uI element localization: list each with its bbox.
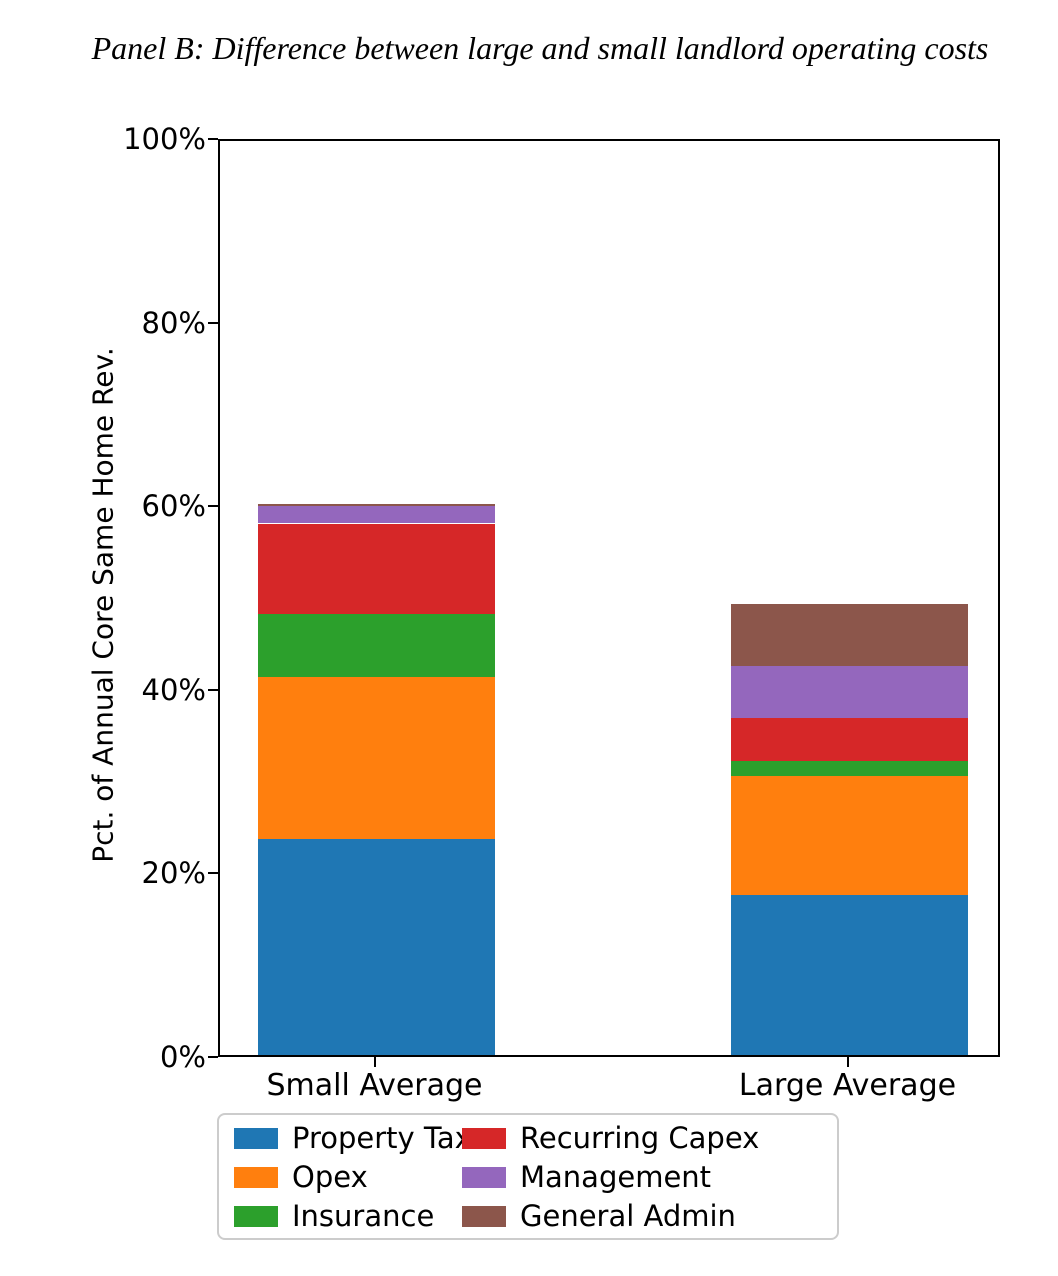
y-tick-label: 20% [141, 856, 206, 891]
y-tick-mark [208, 321, 218, 324]
x-tick-label-small-average: Small Average [266, 1068, 483, 1103]
x-tick-mark [846, 1057, 849, 1067]
legend-swatch [234, 1166, 278, 1188]
y-tick-mark [208, 688, 218, 691]
legend-item-opex: Opex [234, 1160, 368, 1194]
y-tick-label: 100% [123, 122, 206, 156]
legend-label: Opex [292, 1160, 368, 1194]
bar-segment-opex [731, 775, 968, 896]
y-tick-mark [208, 138, 218, 140]
y-axis-label: Pct. of Annual Core Same Home Rev. [86, 347, 120, 863]
legend-label: Recurring Capex [520, 1121, 760, 1155]
bar-segment-recurring-capex [731, 718, 968, 762]
bar-segment-general-admin [258, 504, 495, 507]
legend-label: General Admin [520, 1199, 736, 1233]
x-tick-label-large-average: Large Average [738, 1068, 957, 1103]
y-tick-label: 60% [141, 489, 206, 524]
legend-label: Insurance [292, 1199, 435, 1233]
y-tick-label: 0% [159, 1040, 206, 1074]
legend-swatch [234, 1127, 278, 1149]
y-tick-mark [208, 505, 218, 508]
legend-label: Property Tax [292, 1121, 472, 1155]
stacked-bar-small-average [258, 137, 495, 1055]
plot-area [218, 139, 1000, 1057]
bar-segment-property-tax [731, 895, 968, 1055]
x-tick-mark [373, 1057, 376, 1067]
bar-segment-opex [258, 676, 495, 840]
y-tick-mark [208, 1056, 218, 1058]
y-tick-mark [208, 872, 218, 875]
chart-title: Panel B: Difference between large and sm… [91, 30, 989, 66]
legend-item-property-tax: Property Tax [234, 1121, 472, 1155]
bar-segment-recurring-capex [258, 523, 495, 615]
legend-item-insurance: Insurance [234, 1199, 434, 1233]
legend-swatch [234, 1205, 278, 1227]
legend: Property Tax Opex Insurance Recurring Capex… [217, 1113, 839, 1240]
legend-item-general-admin: General Admin [462, 1199, 736, 1233]
stacked-bar-large-average [731, 137, 968, 1055]
bar-segment-property-tax [258, 839, 495, 1055]
bar-segment-management [731, 665, 968, 719]
legend-swatch [462, 1127, 506, 1149]
legend-item-recurring-capex: Recurring Capex [462, 1121, 759, 1155]
bar-segment-general-admin [731, 604, 968, 666]
bar-segment-management [258, 506, 495, 524]
bar-segment-insurance [731, 761, 968, 776]
bar-segment-insurance [258, 614, 495, 677]
legend-label: Management [520, 1160, 712, 1194]
y-tick-label: 80% [141, 305, 206, 340]
legend-item-management: Management [462, 1160, 711, 1194]
legend-swatch [462, 1205, 506, 1227]
legend-swatch [462, 1166, 506, 1188]
y-tick-label: 40% [141, 672, 206, 707]
